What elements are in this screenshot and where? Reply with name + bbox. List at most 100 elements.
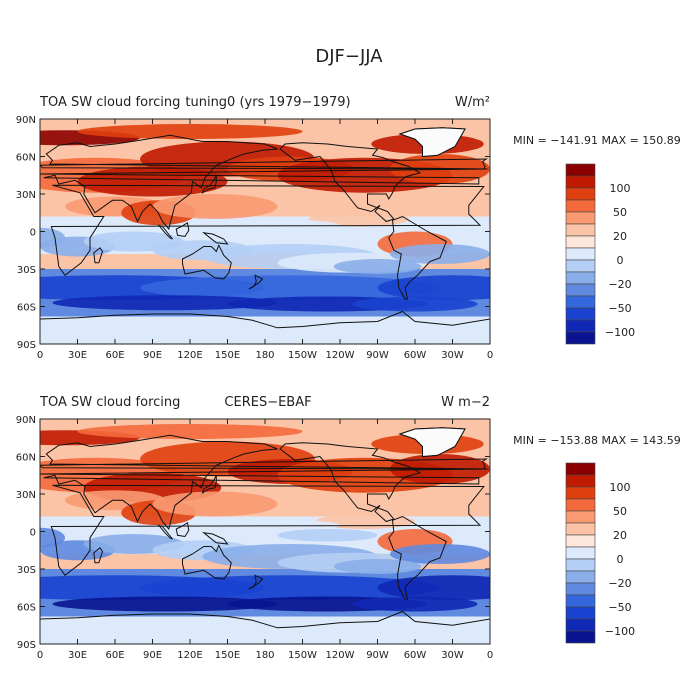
colorbar-swatch [565, 546, 596, 560]
coastline-southamerica [388, 215, 447, 300]
colorbar-swatch [565, 582, 596, 596]
field-blob [40, 527, 65, 548]
colorbar-label: −100 [605, 326, 635, 339]
greenland-ice [398, 127, 466, 158]
colorbar-label: −50 [608, 601, 631, 614]
x-tick-label: 60W [404, 350, 427, 361]
field-blob [77, 424, 303, 439]
field-blob [152, 491, 278, 517]
y-tick-label: 0 [30, 528, 36, 539]
panel-title-center: tuning0 (yrs 1979−1979) [185, 95, 350, 110]
field-blob [77, 124, 303, 139]
x-tick-label: 120E [177, 350, 202, 361]
field-blob [377, 575, 490, 601]
x-tick-label: 120W [326, 650, 355, 661]
coastline-japan [201, 475, 217, 494]
x-tick-label: 90W [366, 650, 389, 661]
colorbar-swatch [565, 462, 596, 476]
x-tick-label: 60W [404, 650, 427, 661]
colorbar-swatch [565, 498, 596, 512]
map-panel-1: TOA SW cloud forcing tuning0 (yrs 1979−19… [16, 95, 681, 361]
x-axis: 0 30E 60E 90E 120E 150E 180 150W 120W 90W 60W 30W 0 [37, 419, 493, 661]
colorbar-swatch [565, 199, 596, 213]
x-tick-label: 90W [366, 350, 389, 361]
panel-units: W m−2 [441, 395, 490, 410]
colorbar-swatch [565, 618, 596, 632]
colorbar: 100 50 20 0 −20 −50 −100 [565, 462, 635, 644]
x-tick-label: 90E [143, 350, 162, 361]
colorbar-swatch [565, 319, 596, 333]
field-blob [52, 295, 278, 311]
x-tick-label: 150W [288, 350, 317, 361]
colorbar-swatch [565, 630, 596, 644]
coastline-antarctica [40, 310, 490, 344]
coastline-australia [182, 544, 232, 580]
coastline-newzealand [248, 574, 264, 590]
x-tick-label: 180 [255, 350, 274, 361]
y-tick-label: 60S [17, 603, 36, 614]
colorbar-swatch [565, 235, 596, 249]
colorbar-swatch [565, 283, 596, 297]
coastline-newzealand [248, 274, 264, 290]
coastline-newguinea [202, 532, 229, 545]
coastlines [40, 427, 490, 644]
figure-title: DJF−JJA [315, 46, 383, 67]
colorbar-label: 0 [617, 254, 624, 267]
colorbar-label: 100 [610, 481, 631, 494]
colorbar-label: −50 [608, 302, 631, 315]
field-blob [40, 227, 65, 248]
heatmap-field [40, 419, 490, 644]
colorbar-swatch [565, 510, 596, 524]
x-tick-label: 60E [105, 350, 124, 361]
field-blob [390, 544, 490, 564]
colorbar-label: 50 [613, 505, 627, 518]
coastline-sumatra [157, 524, 173, 540]
x-tick-label: 120E [177, 650, 202, 661]
coastline-eurasia [40, 434, 488, 531]
coastline-australia [182, 244, 232, 280]
colorbar-swatch [565, 606, 596, 620]
coastlines [40, 127, 490, 344]
y-tick-label: 60S [17, 303, 36, 314]
x-tick-label: 30E [68, 350, 87, 361]
colorbar-swatch [565, 295, 596, 309]
coastline-japan [201, 175, 217, 194]
colorbar-label: −20 [608, 278, 631, 291]
y-tick-label: 30N [16, 490, 36, 501]
colorbar-swatch [565, 175, 596, 189]
x-tick-label: 150W [288, 650, 317, 661]
colorbar-swatch [565, 259, 596, 273]
coastline-northamerica [279, 442, 422, 523]
coastline-eurasia [40, 134, 488, 231]
colorbar-swatch [565, 247, 596, 261]
panel-title-left: TOA SW cloud forcing [39, 95, 180, 110]
x-tick-label: 120W [326, 350, 355, 361]
y-tick-label: 90S [17, 640, 36, 651]
x-tick-label: 30W [441, 650, 464, 661]
coastline-greatbritain [40, 458, 489, 470]
colorbar-label: 0 [617, 553, 624, 566]
panel-stats: MIN = −141.91 MAX = 150.89 [513, 134, 681, 147]
field-blob [140, 275, 440, 301]
field-blob [377, 275, 490, 301]
field-blob [277, 225, 378, 238]
colorbar-swatch [565, 594, 596, 608]
y-axis: 90N 60N 30N 0 30S 60S 90S [16, 115, 490, 351]
coastline-antarctica [40, 610, 490, 644]
field-blob [390, 244, 490, 264]
field-blob [277, 529, 378, 542]
colorbar-swatch [565, 486, 596, 500]
greenland-ice [398, 427, 466, 458]
colorbar: 100 50 20 0 −20 −50 −100 [565, 163, 635, 345]
colorbar-swatch [565, 163, 596, 177]
x-tick-label: 150E [215, 350, 240, 361]
colorbar-swatch [565, 534, 596, 548]
y-tick-label: 30N [16, 190, 36, 201]
field-blob [352, 296, 478, 312]
panel-units: W/m² [455, 95, 490, 110]
x-tick-label: 0 [37, 350, 43, 361]
field-blob [190, 519, 340, 532]
panel-stats: MIN = −153.88 MAX = 143.59 [513, 434, 681, 447]
colorbar-swatch [565, 522, 596, 536]
panel-title-left: TOA SW cloud forcing [39, 395, 180, 410]
